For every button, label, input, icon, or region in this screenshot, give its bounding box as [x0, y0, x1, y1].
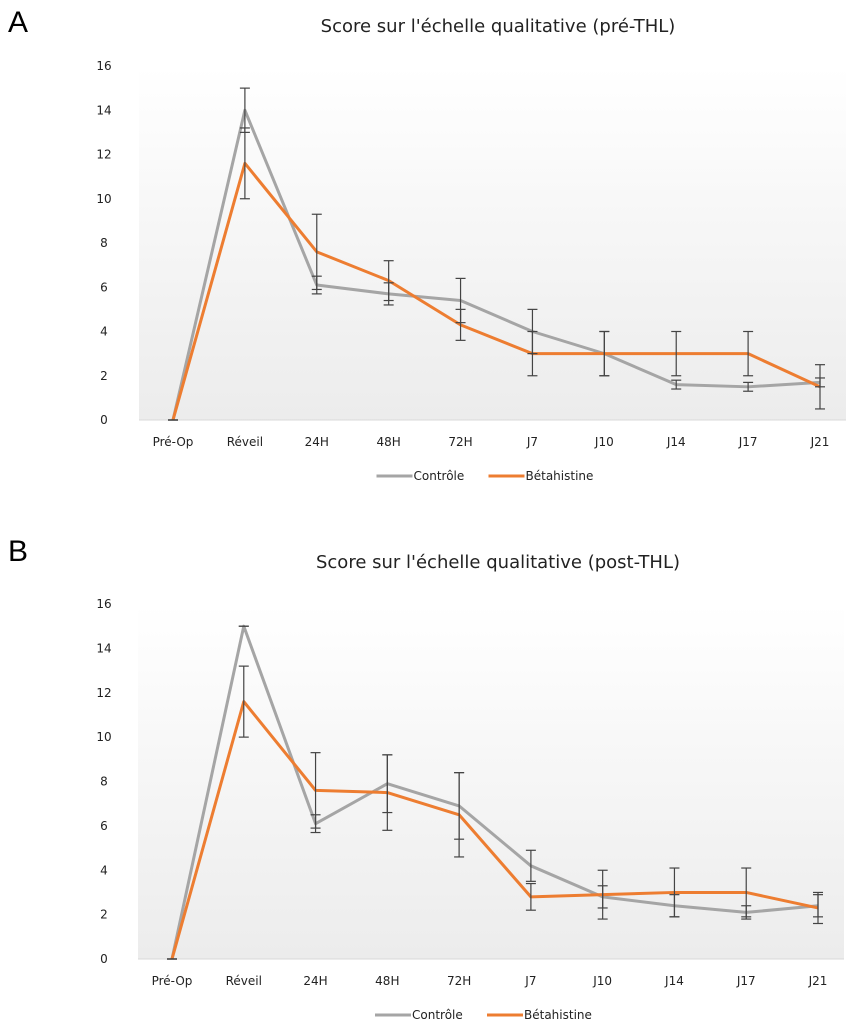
x-tick-label: J14 — [666, 435, 686, 449]
error-bar — [454, 772, 465, 858]
error-bar — [527, 330, 538, 377]
x-tick-label: J17 — [736, 974, 756, 988]
line-chart-a: 0 2 4 6 8 10 12 14 16 Pré-Op Réveil 24H 48H 72H J7 J10 J… — [96, 59, 846, 483]
error-bar — [743, 381, 754, 392]
error-bar — [382, 754, 393, 831]
y-tick-label: 2 — [100, 908, 108, 922]
error-bar — [597, 869, 608, 920]
x-tick-label: J21 — [810, 435, 830, 449]
legend-label: Bétahistine — [526, 469, 594, 483]
y-tick-label: 4 — [100, 325, 108, 339]
panel-label: B — [8, 535, 29, 568]
error-bar — [741, 867, 752, 918]
y-tick-label: 12 — [96, 686, 111, 700]
error-bar — [525, 849, 536, 882]
error-bar — [383, 260, 394, 302]
x-tick-label: 24H — [305, 435, 329, 449]
x-tick-label: J10 — [594, 435, 614, 449]
y-tick-label: 6 — [100, 280, 108, 294]
y-tick-label: 14 — [96, 641, 111, 655]
error-bar — [669, 867, 680, 918]
legend-label: Bétahistine — [524, 1008, 592, 1022]
legend-label: Contrôle — [414, 469, 465, 483]
x-tick-label: J7 — [524, 974, 536, 988]
error-bar — [525, 882, 536, 911]
chart-title: Score sur l'échelle qualitative (pré-THL… — [320, 16, 676, 37]
y-tick-label: 10 — [96, 730, 111, 744]
error-bar — [743, 330, 754, 377]
y-tick-label: 6 — [100, 819, 108, 833]
error-bar — [310, 752, 321, 829]
series-line — [170, 624, 819, 960]
error-bar — [599, 330, 610, 377]
y-tick-label: 16 — [96, 59, 111, 73]
y-tick-label: 2 — [100, 369, 108, 383]
plot-area — [138, 604, 844, 959]
y-tick-label: 8 — [100, 775, 108, 789]
x-tick-label: J10 — [592, 974, 612, 988]
x-tick-label: Pré-Op — [153, 435, 194, 449]
y-tick-label: 12 — [96, 148, 111, 162]
x-tick-label: 48H — [377, 435, 401, 449]
error-bar — [311, 213, 322, 291]
line-chart-b: 0 2 4 6 8 10 12 14 16 Pré-Op Réveil 24H 48H 72H J7 J10 J… — [96, 597, 844, 1022]
error-bar — [815, 364, 825, 410]
plot-area — [139, 66, 846, 420]
error-bar — [239, 127, 250, 200]
error-bar — [238, 665, 249, 738]
y-tick-label: 16 — [96, 597, 111, 611]
series-line — [171, 108, 821, 421]
chart-panel-a: A Score sur l'échelle qualitative (pré-T… — [8, 6, 846, 483]
series-line — [170, 700, 819, 960]
chart-title: Score sur l'échelle qualitative (post-TH… — [315, 552, 681, 573]
y-tick-label: 8 — [100, 236, 108, 250]
panel-label: A — [8, 6, 29, 39]
x-tick-label: J17 — [738, 435, 758, 449]
x-tick-label: J7 — [526, 435, 538, 449]
chart-panel-b: B Score sur l'échelle qualitative (post-… — [0, 513, 846, 1026]
x-tick-label: Pré-Op — [152, 974, 193, 988]
legend-label: Contrôle — [412, 1008, 463, 1022]
x-tick-label: J14 — [664, 974, 684, 988]
x-tick-label: 72H — [448, 435, 472, 449]
x-tick-label: 24H — [303, 974, 327, 988]
y-tick-label: 0 — [100, 952, 108, 966]
x-tick-label: 48H — [375, 974, 399, 988]
x-tick-label: Réveil — [226, 974, 262, 988]
error-bar — [813, 891, 823, 925]
y-tick-label: 4 — [100, 863, 108, 877]
y-tick-label: 14 — [96, 103, 111, 117]
error-bar — [455, 308, 466, 341]
x-tick-label: 72H — [447, 974, 471, 988]
series-line — [171, 161, 821, 421]
error-bar — [671, 379, 682, 390]
y-tick-label: 0 — [100, 413, 108, 427]
error-bar — [671, 330, 682, 377]
x-tick-label: J21 — [808, 974, 828, 988]
y-tick-label: 10 — [96, 192, 111, 206]
x-tick-label: Réveil — [227, 435, 263, 449]
